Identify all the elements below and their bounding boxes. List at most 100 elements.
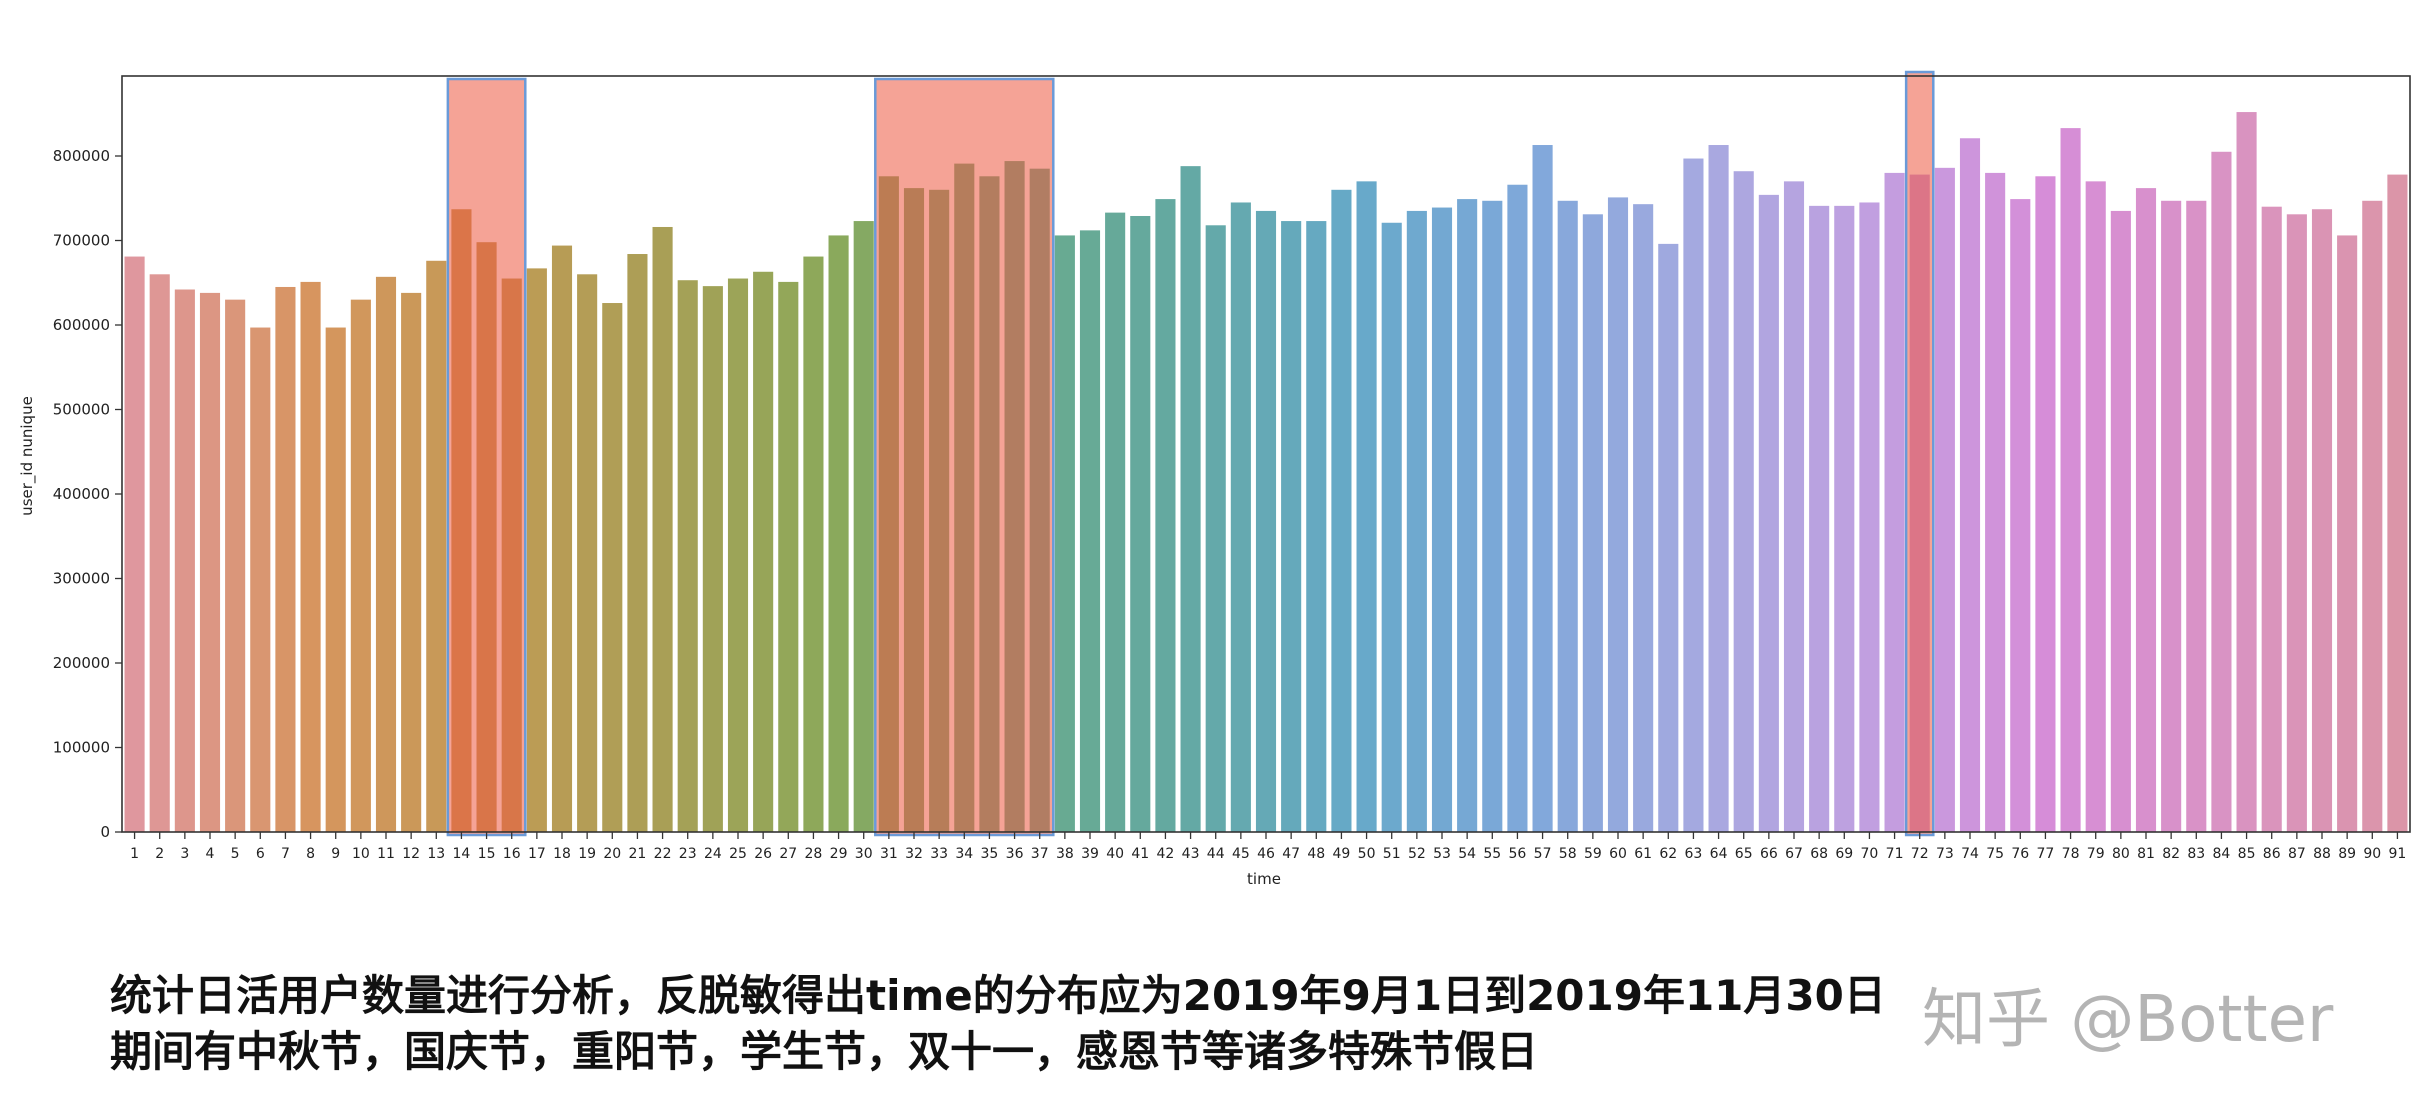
bar-21	[627, 254, 648, 832]
highlight-box-2	[874, 77, 1055, 837]
x-tick-label: 66	[1760, 846, 1778, 862]
x-tick-label: 39	[1081, 846, 1099, 862]
x-tick-label: 42	[1157, 846, 1175, 862]
bar-26	[753, 271, 774, 832]
x-tick-label: 77	[2037, 846, 2055, 862]
bar-51	[1381, 222, 1402, 832]
x-tick-label: 58	[1559, 846, 1577, 862]
bar-55	[1482, 200, 1503, 832]
bar-68	[1809, 205, 1830, 833]
bar-23	[677, 280, 698, 833]
holiday-highlight-boxes	[446, 70, 1935, 837]
x-tick-label: 89	[2338, 846, 2356, 862]
bar-11	[375, 276, 397, 833]
bar-39	[1079, 230, 1101, 833]
highlight-box-3	[1904, 70, 1935, 837]
bar-49	[1331, 189, 1352, 833]
x-tick-label: 67	[1785, 846, 1803, 862]
x-tick-label: 83	[2187, 846, 2205, 862]
x-tick-label: 12	[402, 846, 420, 862]
bar-12	[401, 292, 422, 832]
bar-30	[853, 221, 874, 832]
x-tick-label: 78	[2062, 846, 2080, 862]
bar-70	[1859, 202, 1880, 833]
bar-44	[1205, 225, 1226, 833]
x-tick-label: 16	[503, 846, 521, 862]
x-tick-label: 87	[2288, 846, 2306, 862]
x-tick-label: 74	[1961, 846, 1979, 862]
bar-65	[1733, 171, 1754, 832]
x-tick-label: 41	[1131, 846, 1149, 862]
x-tick-label: 72	[1911, 846, 1929, 862]
bar-48	[1306, 221, 1327, 832]
x-tick-label: 86	[2263, 846, 2281, 862]
x-tick-label: 48	[1307, 846, 1325, 862]
caption-line-2: 期间有中秋节，国庆节，重阳节，学生节，双十一，感恩节等诸多特殊节假日	[110, 1027, 1539, 1076]
x-axis-label: time	[1247, 870, 1281, 888]
x-tick-label: 43	[1182, 846, 1200, 862]
bar-41	[1130, 215, 1151, 832]
x-tick-label: 28	[805, 846, 823, 862]
bar-69	[1834, 205, 1855, 833]
x-tick-label: 11	[377, 846, 395, 862]
bar-20	[602, 303, 623, 832]
x-tick-label: 24	[704, 846, 722, 862]
bar-54	[1457, 199, 1478, 833]
x-tick-label: 65	[1735, 846, 1753, 862]
bar-89	[2337, 235, 2358, 832]
x-tick-label: 25	[729, 846, 747, 862]
x-tick-label: 76	[2011, 846, 2029, 862]
x-tick-label: 35	[981, 846, 999, 862]
x-tick-label: 29	[830, 846, 848, 862]
y-tick-label: 600000	[53, 316, 110, 334]
x-tick-label: 60	[1609, 846, 1627, 862]
bar-28	[803, 256, 824, 832]
x-tick-label: 69	[1835, 846, 1853, 862]
bar-91	[2387, 174, 2408, 833]
y-axis-ticks: 0 100000 200000 300000 400000 500000 600000 700…	[53, 147, 122, 841]
bar-25	[727, 278, 749, 832]
x-tick-label: 46	[1257, 846, 1275, 862]
bar-78	[2060, 128, 2081, 833]
x-tick-label: 13	[427, 846, 445, 862]
bar-10	[350, 299, 371, 832]
x-tick-label: 1	[130, 846, 139, 862]
daily-active-users-bar-chart: 0 100000 200000 300000 400000 500000 600000 700…	[18, 70, 2411, 888]
bar-74	[1959, 138, 1981, 832]
x-tick-label: 52	[1408, 846, 1426, 862]
x-axis-ticks: 1 2 3 4 5 6 7 8 9 10 11 12 13 14 15 16 17 18 19 20 21 22 23 24 2…	[130, 832, 2406, 862]
x-tick-label: 20	[603, 846, 621, 862]
bar-4	[199, 292, 221, 832]
y-axis-label: user_id nunique	[18, 396, 37, 516]
bar-13	[426, 260, 447, 832]
x-tick-label: 56	[1509, 846, 1527, 862]
bar-88	[2311, 209, 2333, 833]
caption-line-1: 统计日活用户数量进行分析，反脱敏得出time的分布应为2019年9月1日到201…	[110, 971, 1886, 1020]
bar-83	[2186, 200, 2207, 832]
x-tick-label: 32	[905, 846, 923, 862]
x-tick-label: 26	[754, 846, 772, 862]
bar-80	[2110, 210, 2131, 833]
bar-62	[1658, 243, 1679, 832]
bar-52	[1406, 210, 1427, 833]
y-tick-label: 500000	[53, 401, 110, 419]
x-tick-label: 62	[1659, 846, 1677, 862]
x-tick-label: 36	[1006, 846, 1024, 862]
bar-66	[1758, 194, 1779, 832]
x-tick-label: 51	[1383, 846, 1401, 862]
bar-2	[149, 274, 170, 832]
x-tick-label: 22	[654, 846, 672, 862]
bar-77	[2035, 176, 2056, 832]
bar-22	[652, 226, 673, 833]
x-tick-label: 23	[679, 846, 697, 862]
bar-6	[250, 327, 271, 832]
x-tick-label: 3	[180, 846, 189, 862]
x-tick-label: 10	[352, 846, 370, 862]
bar-24	[702, 286, 723, 832]
x-tick-label: 5	[231, 846, 240, 862]
x-tick-label: 50	[1358, 846, 1376, 862]
bar-61	[1633, 204, 1654, 833]
x-tick-label: 37	[1031, 846, 1049, 862]
x-tick-label: 64	[1710, 846, 1728, 862]
x-tick-label: 38	[1056, 846, 1074, 862]
